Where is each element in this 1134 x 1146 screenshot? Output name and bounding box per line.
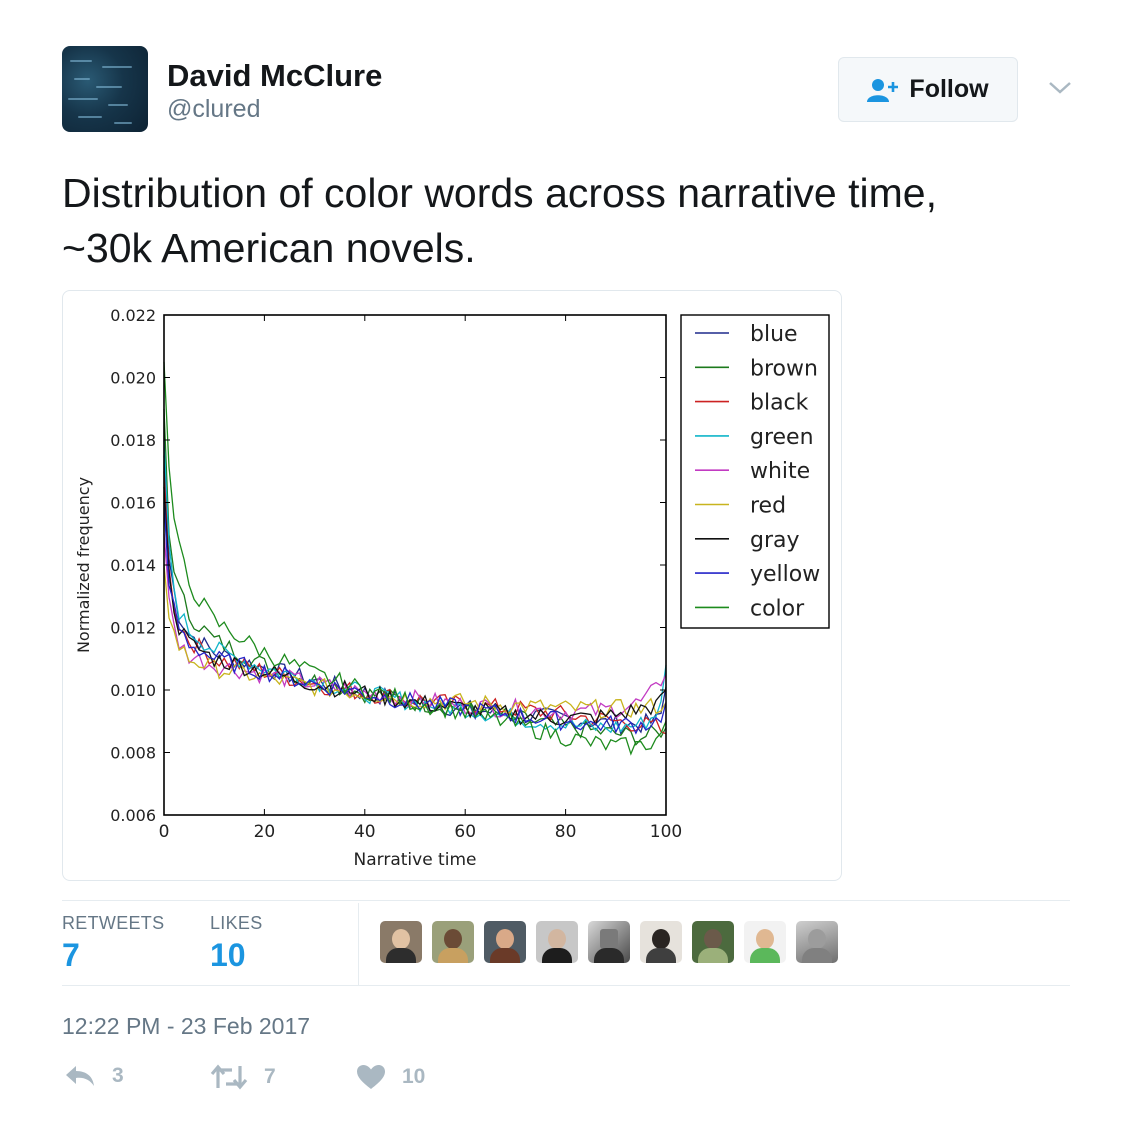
series-line-brown — [163, 408, 667, 746]
line-chart: 0 20 40 60 80 100 0.006 0.008 0.010 0.012 0.014 0.0… — [74, 306, 830, 870]
tweet-text-line-1: Distribution of color words across narra… — [62, 170, 937, 216]
like-button[interactable]: 10 — [356, 1064, 425, 1090]
legend-label-black: black — [750, 391, 809, 416]
reply-count: 3 — [112, 1064, 124, 1087]
y-tick-label: 0.016 — [110, 494, 156, 513]
stats-separator — [358, 903, 359, 985]
follow-label: Follow — [909, 75, 989, 103]
tweet-timestamp[interactable]: 12:22 PM - 23 Feb 2017 — [62, 1013, 311, 1039]
retweet-count: 7 — [264, 1065, 276, 1088]
tweet-text: Distribution of color words across narra… — [62, 166, 1072, 276]
y-tick-label: 0.018 — [110, 431, 156, 450]
legend-label-green: green — [750, 425, 814, 450]
user-handle[interactable]: @clured — [167, 95, 261, 123]
series-line-gray — [163, 486, 667, 727]
y-tick-label: 0.022 — [110, 306, 156, 325]
series-line-black — [163, 471, 667, 735]
y-tick-label: 0.008 — [110, 744, 156, 763]
legend-label-red: red — [750, 494, 786, 519]
legend-label-yellow: yellow — [750, 562, 820, 587]
legend-label-white: white — [750, 459, 810, 484]
y-tick-label: 0.010 — [110, 681, 156, 700]
series-line-yellow — [163, 502, 667, 735]
y-tick-label: 0.006 — [110, 806, 156, 825]
liker-avatar-2[interactable] — [432, 921, 474, 963]
retweet-icon — [210, 1064, 248, 1090]
y-tick-label: 0.012 — [110, 619, 156, 638]
series-line-green — [163, 439, 667, 734]
retweets-label: RETWEETS — [62, 913, 165, 933]
follow-person-icon — [867, 78, 899, 102]
tweet-media[interactable]: 0 20 40 60 80 100 0.006 0.008 0.010 0.012 0.014 0.0… — [62, 290, 842, 881]
liker-avatar-1[interactable] — [380, 921, 422, 963]
reply-button[interactable]: 3 — [64, 1064, 124, 1088]
legend-label-gray: gray — [750, 528, 800, 553]
x-tick-label: 40 — [354, 822, 376, 842]
legend-label-blue: blue — [750, 322, 798, 347]
reply-icon — [66, 1066, 94, 1086]
liker-avatar-5[interactable] — [588, 921, 630, 963]
x-tick-label: 80 — [555, 822, 577, 842]
chevron-down-icon[interactable] — [1046, 78, 1074, 98]
tweet-text-line-2: ~30k American novels. — [62, 225, 476, 271]
x-tick-label: 100 — [650, 822, 682, 842]
liker-avatar-9[interactable] — [796, 921, 838, 963]
x-tick-label: 20 — [254, 822, 276, 842]
series-line-color — [163, 361, 667, 756]
legend-label-brown: brown — [750, 356, 818, 381]
series-line-white — [163, 533, 667, 723]
divider-bottom — [62, 985, 1070, 986]
follow-button[interactable]: Follow — [838, 57, 1018, 122]
y-axis-label: Normalized frequency — [74, 477, 93, 653]
legend-label-color: color — [750, 596, 805, 621]
x-tick-label: 60 — [454, 822, 476, 842]
plot-frame — [163, 314, 667, 816]
likes-count[interactable]: 10 — [210, 937, 246, 973]
like-count: 10 — [402, 1065, 426, 1088]
retweet-button[interactable]: 7 — [210, 1064, 276, 1090]
liker-avatar-8[interactable] — [744, 921, 786, 963]
liker-avatar-6[interactable] — [640, 921, 682, 963]
heart-icon — [357, 1065, 385, 1089]
liker-avatar-4[interactable] — [536, 921, 578, 963]
likers-avatars — [380, 921, 838, 963]
liker-avatar-3[interactable] — [484, 921, 526, 963]
liker-avatar-7[interactable] — [692, 921, 734, 963]
user-name[interactable]: David McClure — [167, 58, 383, 93]
x-axis-label: Narrative time — [354, 850, 477, 870]
avatar[interactable] — [62, 46, 148, 132]
retweets-count[interactable]: 7 — [62, 937, 80, 973]
y-tick-label: 0.014 — [110, 556, 156, 575]
y-tick-label: 0.020 — [110, 369, 156, 388]
x-tick-label: 0 — [159, 822, 170, 842]
divider-top — [62, 900, 1070, 901]
likes-label: LIKES — [210, 913, 263, 933]
